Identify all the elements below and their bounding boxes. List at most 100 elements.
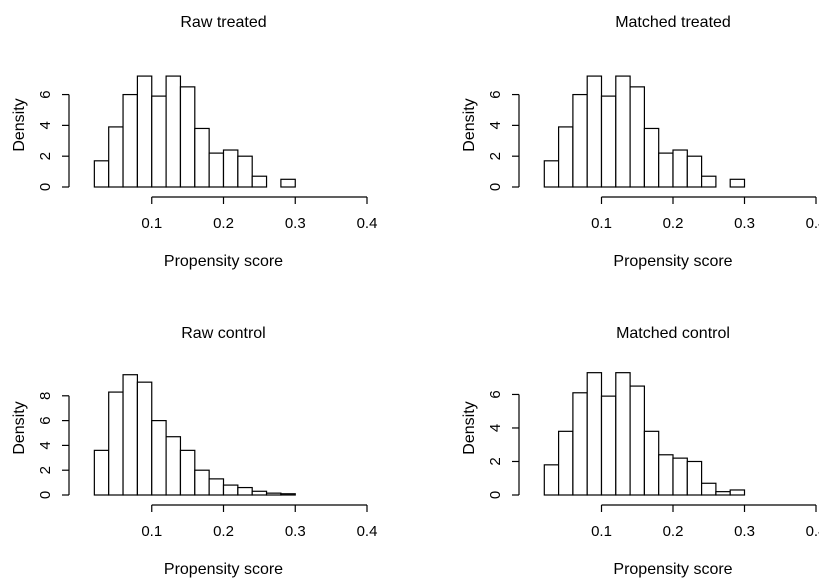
histogram-bar bbox=[658, 454, 674, 496]
histogram-bar bbox=[586, 75, 603, 188]
y-tick-label: 6 bbox=[37, 416, 54, 424]
histogram-bar bbox=[194, 127, 210, 188]
histogram-bar bbox=[122, 93, 139, 188]
histogram-bar bbox=[672, 149, 688, 188]
x-tick-label: 0.1 bbox=[141, 215, 162, 232]
histogram-panel-3: Raw control 0.1 0.2 0.3 0.4 0 2 4 6 8 Propensity s… bbox=[11, 325, 377, 578]
y-tick-label: 0 bbox=[487, 183, 504, 191]
histogram-bar bbox=[122, 374, 139, 496]
histogram-bar bbox=[643, 430, 660, 496]
histogram-bar bbox=[629, 86, 645, 188]
y-tick-label: 2 bbox=[37, 152, 54, 160]
histogram-panel-1: Raw treated 0.1 0.2 0.3 0.4 0 2 4 6 Propensity sc… bbox=[11, 14, 377, 270]
histogram-bar bbox=[586, 372, 603, 496]
histogram-bar bbox=[543, 464, 560, 496]
histogram-bar bbox=[108, 126, 124, 188]
x-tick-label: 0.1 bbox=[591, 215, 612, 232]
y-tick-label: 6 bbox=[37, 90, 54, 98]
histogram-bar bbox=[136, 75, 153, 188]
y-tick-label: 8 bbox=[37, 392, 54, 400]
histogram-bar bbox=[615, 372, 631, 496]
histogram-bar bbox=[251, 175, 268, 188]
x-tick-label: 0.3 bbox=[734, 523, 755, 540]
histogram-bar bbox=[265, 492, 282, 496]
x-tick-label: 0.2 bbox=[213, 215, 234, 232]
y-tick-label: 0 bbox=[37, 183, 54, 191]
histogram-bar bbox=[251, 490, 268, 496]
y-tick-label: 4 bbox=[487, 424, 504, 432]
histogram-bar bbox=[165, 75, 182, 188]
histogram-bar bbox=[629, 385, 645, 496]
y-tick-label: 2 bbox=[487, 152, 504, 160]
histogram-bar bbox=[194, 469, 210, 496]
x-tick-label: 0.1 bbox=[141, 523, 162, 540]
histogram-bar bbox=[557, 430, 574, 496]
y-tick-label: 4 bbox=[37, 441, 54, 449]
y-tick-label: 0 bbox=[487, 491, 504, 499]
y-tick-label: 2 bbox=[37, 466, 54, 474]
y-tick-label: 6 bbox=[487, 390, 504, 398]
x-axis-label: Propensity score bbox=[613, 561, 732, 578]
histogram-bar bbox=[208, 478, 225, 496]
histogram-bar bbox=[557, 126, 574, 188]
y-tick-label: 4 bbox=[487, 121, 504, 129]
x-tick-label: 0.4 bbox=[806, 523, 819, 540]
x-tick-label: 0.4 bbox=[357, 523, 378, 540]
histogram-bar bbox=[280, 178, 296, 188]
x-tick-label: 0.4 bbox=[806, 215, 819, 232]
y-tick-label: 4 bbox=[37, 121, 54, 129]
histogram-bar bbox=[543, 160, 560, 188]
histogram-bar bbox=[672, 457, 688, 496]
x-tick-label: 0.2 bbox=[663, 523, 684, 540]
x-tick-label: 0.2 bbox=[213, 523, 234, 540]
histogram-bar bbox=[93, 449, 110, 496]
y-tick-label: 0 bbox=[37, 491, 54, 499]
x-axis-label: Propensity score bbox=[164, 561, 283, 578]
histogram-bar bbox=[151, 95, 167, 188]
chart-title: Matched treated bbox=[615, 14, 731, 31]
histogram-bar bbox=[280, 493, 296, 496]
histogram-bar bbox=[600, 395, 617, 496]
histogram-bar bbox=[615, 75, 631, 188]
histogram-bar bbox=[151, 420, 167, 496]
y-axis-label: Density bbox=[461, 401, 478, 454]
histogram-bar bbox=[715, 491, 731, 496]
histogram-bar bbox=[572, 392, 588, 496]
histogram-bar bbox=[700, 482, 717, 496]
histogram-bar bbox=[165, 436, 182, 496]
histogram-bar bbox=[237, 155, 253, 188]
x-axis-label: Propensity score bbox=[613, 253, 732, 270]
histogram-bar bbox=[729, 178, 746, 188]
histogram-panel-4: Matched control 0.1 0.2 0.3 0.4 0 2 4 6 Propensit… bbox=[461, 325, 819, 578]
chart-title: Matched control bbox=[616, 325, 730, 342]
histogram-bar bbox=[222, 484, 239, 496]
x-tick-label: 0.3 bbox=[285, 215, 306, 232]
histogram-bar bbox=[136, 381, 153, 496]
x-axis-label: Propensity score bbox=[164, 253, 283, 270]
histogram-bar bbox=[643, 127, 660, 188]
histogram-bar bbox=[729, 489, 746, 496]
chart-title: Raw control bbox=[181, 325, 265, 342]
y-tick-label: 6 bbox=[487, 90, 504, 98]
histogram-bar bbox=[686, 460, 703, 496]
x-tick-label: 0.3 bbox=[734, 215, 755, 232]
histogram-bar bbox=[572, 93, 588, 188]
histogram-bar bbox=[237, 486, 253, 496]
histogram-bar bbox=[658, 152, 674, 188]
y-tick-label: 2 bbox=[487, 457, 504, 465]
histogram-bar bbox=[700, 175, 717, 188]
x-tick-label: 0.1 bbox=[591, 523, 612, 540]
x-tick-label: 0.4 bbox=[357, 215, 378, 232]
histogram-bar bbox=[208, 152, 225, 188]
histogram-bar bbox=[93, 160, 110, 188]
y-axis-label: Density bbox=[11, 401, 28, 454]
y-axis-label: Density bbox=[11, 98, 28, 151]
histogram-panel-2: Matched treated 0.1 0.2 0.3 0.4 0 2 4 6 Propensit… bbox=[461, 14, 819, 270]
x-tick-label: 0.3 bbox=[285, 523, 306, 540]
histogram-bar bbox=[179, 449, 196, 496]
histogram-bar bbox=[686, 155, 703, 188]
chart-title: Raw treated bbox=[180, 14, 266, 31]
y-axis-label: Density bbox=[461, 98, 478, 151]
histogram-bar bbox=[600, 95, 617, 188]
